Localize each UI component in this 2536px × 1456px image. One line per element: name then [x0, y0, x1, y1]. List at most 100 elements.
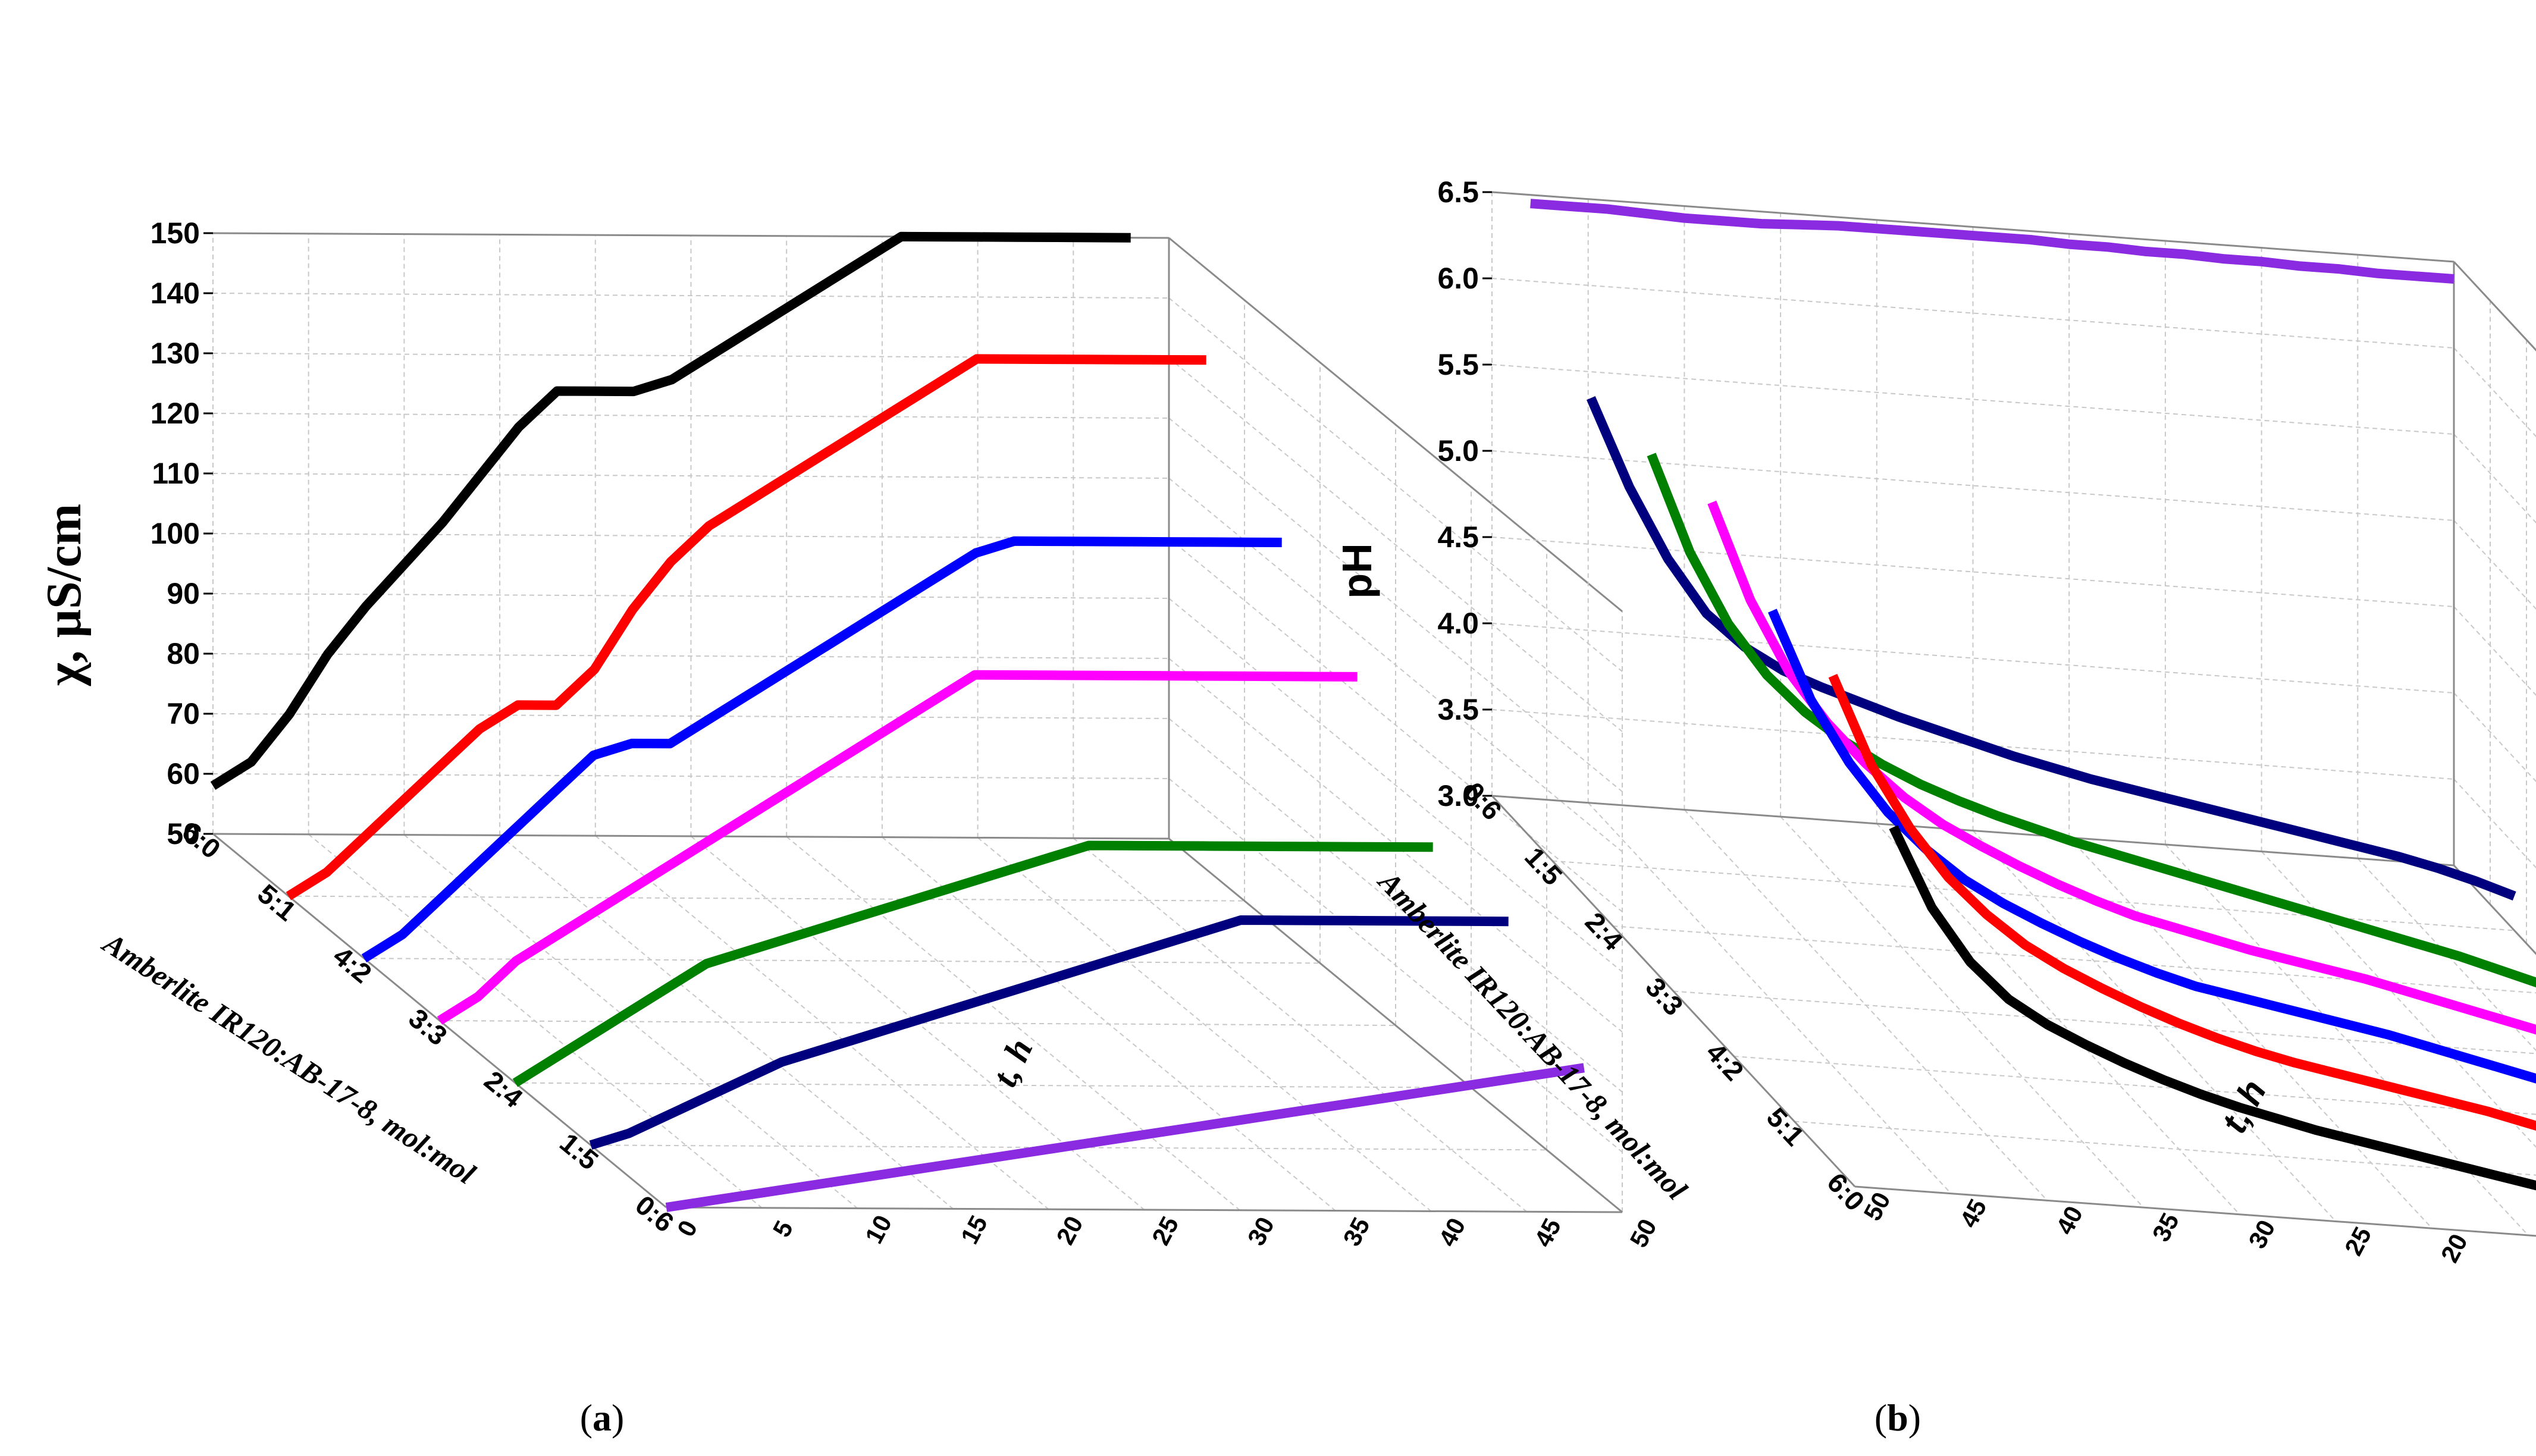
floor-grid-line — [1876, 823, 2240, 1215]
floor-grid-line — [1684, 809, 2048, 1201]
floor-grid-line — [288, 895, 1245, 902]
series-line-5-1 — [286, 354, 1206, 900]
floor-grid-line — [499, 834, 954, 1210]
z-tick-label: 80 — [167, 637, 200, 670]
category-tick-label: 5:1 — [1761, 1102, 1810, 1151]
floor-edge — [2453, 864, 2536, 955]
floor-grid-line — [1613, 925, 2536, 994]
category-tick-label: 0:6 — [629, 1189, 679, 1238]
time-tick-label: 40 — [1433, 1213, 1471, 1251]
wall-grid-line — [1168, 598, 1623, 972]
z-tick-label: 140 — [151, 277, 200, 310]
category-tick-label: 2:4 — [478, 1065, 529, 1114]
category-tick-label: 3:3 — [1640, 971, 1689, 1021]
category-tick-label: 3:3 — [403, 1002, 453, 1051]
category-tick-label: 2:4 — [1579, 906, 1629, 956]
floor-grid-line — [1587, 802, 1952, 1194]
floor-grid-line — [1733, 1056, 2536, 1115]
chart-b-z-ticks: 3.0 3.5 4.0 4.5 5.0 5.5 6.0 6.5 — [1437, 175, 1492, 812]
z-tick-label: 6.5 — [1437, 175, 1479, 209]
chart-b-time-ticks: 50454035302520151050 — [1858, 1188, 2536, 1274]
z-tick-label: 3.0 — [1437, 779, 1479, 812]
chart-a-series-group — [210, 231, 1585, 1212]
time-tick-label: 30 — [2243, 1215, 2280, 1253]
wall-grid-line — [2453, 434, 2536, 524]
floor-edge — [1491, 795, 2455, 867]
panel-a-open: ( — [580, 1397, 593, 1439]
panel-b-open: ( — [1874, 1397, 1887, 1439]
floor-grid-line — [1552, 860, 2515, 931]
chart-a-grid — [212, 233, 1623, 1213]
floor-grid-line — [403, 834, 858, 1209]
time-tick-label: 40 — [2051, 1201, 2088, 1239]
z-tick-label: 110 — [152, 457, 200, 490]
z-tick-label: 50 — [167, 817, 200, 851]
wall-grid-line — [212, 293, 1170, 299]
wall-grid-line — [1491, 709, 2455, 780]
z-tick-label: 4.5 — [1437, 520, 1479, 554]
chart-b-z-axis-label: pH — [1334, 543, 1380, 598]
series-line-2-4 — [1647, 453, 2536, 988]
chart-b-frame — [1491, 191, 2536, 1237]
panel-a-close: ) — [612, 1397, 624, 1439]
time-tick-label: 20 — [2435, 1229, 2473, 1267]
series-line-0-6 — [1530, 199, 2455, 284]
z-tick-label: 6.0 — [1437, 262, 1479, 295]
z-tick-label: 4.0 — [1437, 607, 1479, 640]
wall-grid-line — [2453, 520, 2536, 610]
wall-grid-line — [212, 353, 1170, 359]
chart-a-category-axis-label: Amberlite IR120:AB-17-8, mol:mol — [96, 925, 482, 1191]
floor-grid-line — [308, 834, 763, 1209]
chart-a-z-axis-label: χ, µS/cm — [36, 504, 92, 687]
panel-a-letter: a — [593, 1397, 612, 1439]
wall-grid-line — [1491, 623, 2455, 694]
panel-b-letter: b — [1887, 1397, 1908, 1439]
wall-grid-line — [1491, 536, 2455, 607]
time-tick-label: 20 — [1051, 1212, 1088, 1249]
series-line-6-0 — [1889, 825, 2536, 1191]
time-tick-label: 30 — [1242, 1212, 1280, 1250]
chart-a-frame — [212, 232, 1623, 1213]
panel-b-close: ) — [1908, 1397, 1921, 1439]
z-tick-label: 3.5 — [1437, 693, 1479, 726]
time-tick-label: 45 — [1954, 1194, 1992, 1232]
wall-top-edge — [1168, 237, 1623, 613]
z-tick-label: 130 — [151, 337, 200, 370]
floor-edge — [1491, 795, 1856, 1188]
wall-grid-line — [2453, 347, 2536, 438]
wall-grid-line — [2453, 261, 2536, 352]
floor-edge — [1854, 1185, 2536, 1237]
category-tick-label: 5:1 — [252, 878, 302, 927]
series-line-3-3 — [437, 670, 1358, 1025]
series-line-1-5 — [1586, 396, 2516, 900]
wall-grid-line — [212, 653, 1170, 659]
floor-grid-line — [977, 837, 1432, 1212]
chart-b-category-ticks: 0:61:52:43:34:25:16:0 — [1458, 776, 1870, 1217]
floor-grid-line — [595, 835, 1049, 1210]
time-tick-label: 35 — [2147, 1209, 2184, 1246]
floor-grid-line — [2068, 837, 2432, 1229]
chart-a-z-ticks: 50 60 70 80 90 100 110 120 130 140 150 — [151, 216, 213, 851]
z-tick-label: 150 — [151, 216, 200, 250]
panel-a-caption: (a) — [580, 1397, 625, 1439]
floor-grid-line — [1073, 837, 1527, 1212]
chart-b-category-axis-label: Amberlite IR120:AB-17-8, mol:mol — [1371, 864, 1694, 1206]
wall-grid-line — [1168, 297, 1623, 672]
category-tick-label: 1:5 — [554, 1127, 604, 1176]
chart-a-time-ticks: 0 5 10 15 20 25 30 35 40 45 50 — [672, 1210, 1662, 1252]
chart-b-series-group — [1530, 199, 2536, 1191]
chart-a-time-axis-label: t, h — [985, 1033, 1040, 1092]
floor-grid-line — [1673, 990, 2536, 1055]
chart-b-time-axis-label: t, h — [2214, 1074, 2274, 1140]
category-tick-label: 4:2 — [1700, 1037, 1750, 1087]
panel-b-caption: (b) — [1874, 1397, 1921, 1439]
z-tick-label: 70 — [167, 697, 200, 730]
series-line-5-1 — [1828, 674, 2536, 1131]
floor-grid-line — [1854, 1186, 2536, 1237]
series-line-2-4 — [512, 840, 1433, 1087]
wall-grid-line — [1491, 364, 2455, 435]
series-line-3-3 — [1707, 500, 2536, 1035]
floor-grid-line — [1794, 1121, 2536, 1176]
time-tick-label: 35 — [1337, 1213, 1375, 1250]
floor-grid-line — [1972, 830, 2337, 1222]
